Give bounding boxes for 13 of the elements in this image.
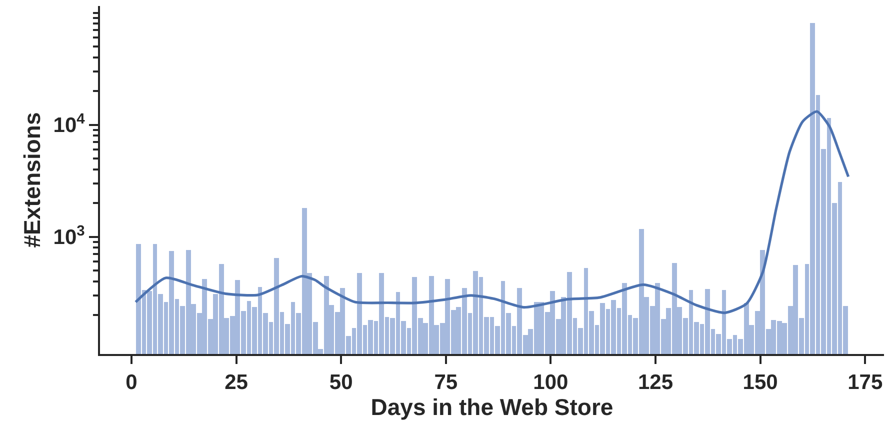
y-tick-label: 10$^{4}$: [53, 111, 86, 138]
line-series: [134, 110, 850, 314]
x-tick-label: 150: [742, 371, 778, 394]
x-tick-label: 125: [638, 371, 674, 394]
x-tick-label: 175: [848, 371, 883, 394]
y-axis-title: #Extensions: [19, 112, 46, 248]
x-tick-label: 50: [329, 371, 353, 394]
x-tick-label: 100: [533, 371, 568, 394]
x-axis-title: Days in the Web Store: [370, 394, 614, 420]
x-tick-label: 25: [224, 371, 248, 394]
x-tick-label: 0: [126, 371, 138, 394]
x-tick-label: 75: [434, 371, 458, 394]
y-tick-label: 10$^{3}$: [53, 223, 85, 250]
